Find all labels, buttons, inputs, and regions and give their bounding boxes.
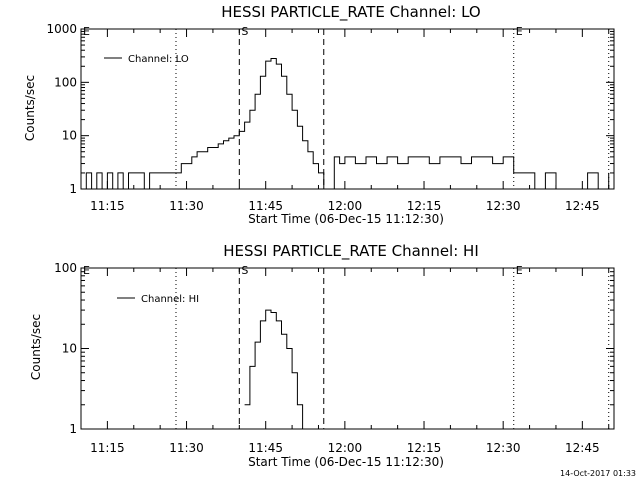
hi-x-tick-label: 12:00	[328, 441, 363, 455]
hi-x-tick-label: 11:30	[169, 441, 204, 455]
lo-x-tick-label: 11:30	[169, 199, 204, 213]
lo-marker-label: E	[516, 25, 523, 38]
hi-x-tick-label: 12:15	[407, 441, 442, 455]
hi-y-axis-label: Counts/sec	[29, 314, 43, 380]
hi-legend-label: Channel: HI	[141, 294, 199, 305]
hi-x-tick-label: 11:15	[90, 441, 125, 455]
hi-y-tick-label: 1	[69, 422, 77, 436]
hi-plot-frame	[80, 267, 615, 430]
lo-x-tick-label: 12:45	[565, 199, 600, 213]
lo-x-tick-label: 12:15	[407, 199, 442, 213]
hi-x-axis-label: Start Time (06-Dec-15 11:12:30)	[248, 455, 444, 469]
lo-x-tick-label: 11:45	[248, 199, 283, 213]
hi-x-tick-label: 11:45	[248, 441, 283, 455]
hi-marker-label: E	[516, 264, 523, 277]
lo-y-tick-label: 100	[54, 75, 77, 89]
hi-y-tick-label: 100	[54, 261, 77, 275]
lo-marker-label: S	[241, 25, 248, 38]
lo-y-tick-label: 1	[69, 182, 77, 196]
lo-channel-panel: HESSI PARTICLE_RATE Channel: LO Start Ti…	[23, 3, 615, 226]
lo-y-axis-label: Counts/sec	[23, 75, 37, 141]
hi-channel-panel: HESSI PARTICLE_RATE Channel: HI Start Ti…	[29, 242, 615, 469]
lo-x-axis-label: Start Time (06-Dec-15 11:12:30)	[248, 212, 444, 226]
lo-y-tick-label: 10	[62, 129, 77, 143]
hi-series-line	[244, 309, 304, 429]
lo-y-tick-label: 1000	[46, 22, 77, 36]
hi-x-tick-label: 12:45	[565, 441, 600, 455]
lo-chart-title: HESSI PARTICLE_RATE Channel: LO	[221, 3, 480, 22]
footer-timestamp: 14-Oct-2017 01:33	[560, 469, 636, 478]
hi-y-tick-label: 10	[62, 342, 77, 356]
lo-legend-label: Channel: LO	[128, 54, 189, 65]
lo-x-tick-label: 11:15	[90, 199, 125, 213]
lo-x-tick-label: 12:30	[486, 199, 521, 213]
lo-x-tick-label: 12:00	[328, 199, 363, 213]
lo-series-line	[81, 58, 610, 190]
hi-marker-label: E	[83, 264, 90, 277]
lo-plot-frame	[80, 28, 615, 190]
hi-x-tick-label: 12:30	[486, 441, 521, 455]
hi-marker-label: S	[241, 264, 248, 277]
lo-marker-label: E	[83, 25, 90, 38]
hi-chart-title: HESSI PARTICLE_RATE Channel: HI	[223, 242, 479, 261]
